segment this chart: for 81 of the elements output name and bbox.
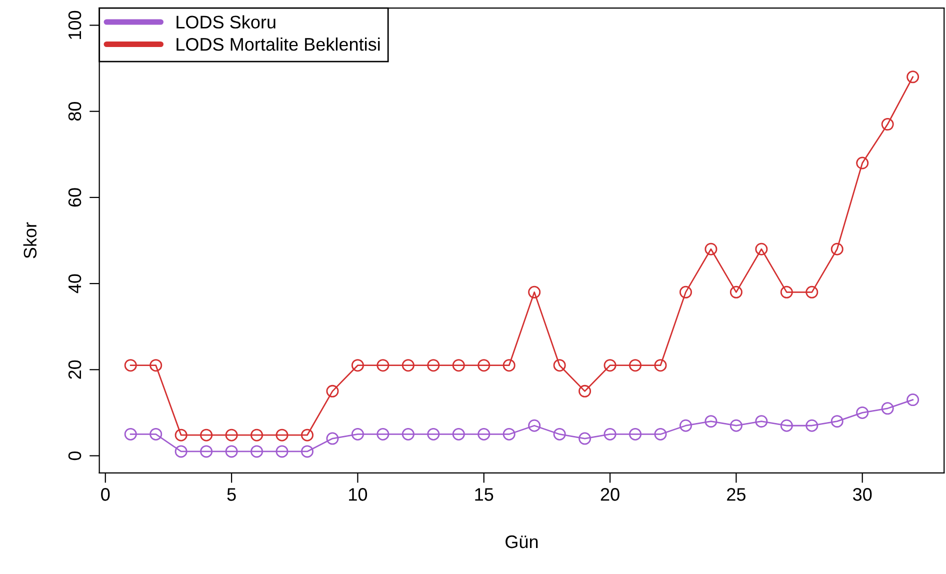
point	[679, 419, 692, 432]
y-tick-label: 0	[68, 451, 82, 460]
point	[704, 415, 718, 428]
point	[225, 445, 238, 458]
point	[806, 419, 818, 432]
point	[326, 432, 339, 445]
point	[629, 359, 642, 372]
point	[906, 70, 920, 84]
point	[502, 359, 516, 372]
point	[478, 428, 490, 440]
point	[755, 415, 768, 428]
point	[755, 242, 768, 256]
x-tick-label: 15	[475, 488, 494, 501]
point	[300, 445, 314, 458]
point	[528, 419, 541, 432]
x-tick-label: 20	[600, 488, 620, 501]
point	[906, 394, 920, 406]
point	[150, 428, 162, 440]
point	[200, 445, 213, 458]
point	[881, 402, 894, 415]
point	[604, 428, 616, 440]
y-tick-label: 40	[68, 274, 82, 294]
x-tick-label: 5	[227, 488, 236, 501]
point	[604, 359, 616, 372]
point	[780, 286, 793, 298]
point	[452, 359, 465, 372]
y-tick-label: 100	[68, 10, 82, 39]
point	[830, 242, 844, 256]
x-tick-label: 30	[853, 488, 872, 501]
point	[578, 384, 592, 398]
point	[376, 359, 390, 372]
point	[553, 428, 566, 440]
point	[174, 445, 188, 458]
point	[276, 445, 288, 458]
point	[553, 359, 566, 372]
point	[351, 359, 364, 372]
x-axis-title: Gün	[506, 535, 538, 548]
point	[478, 359, 490, 372]
legend-label: LODS Mortalite Beklentisi	[176, 38, 380, 51]
y-tick-label: 80	[68, 102, 82, 121]
point	[174, 428, 188, 442]
point	[578, 432, 592, 445]
point	[326, 384, 339, 398]
point	[881, 118, 894, 131]
point	[679, 286, 692, 298]
point	[629, 428, 642, 440]
point	[452, 428, 465, 440]
x-tick-label: 0	[101, 488, 110, 501]
point	[502, 428, 516, 440]
point	[830, 415, 844, 428]
point	[856, 156, 869, 170]
point	[250, 428, 264, 442]
y-axis-title: Skor	[23, 222, 37, 258]
point	[124, 428, 137, 440]
point	[150, 359, 162, 372]
point	[427, 428, 440, 440]
point	[225, 428, 238, 442]
point	[780, 419, 793, 432]
x-tick-label: 10	[349, 488, 368, 501]
point	[250, 445, 264, 458]
y-tick-label: 60	[68, 188, 82, 207]
point	[856, 406, 869, 419]
point	[654, 359, 667, 372]
x-tick-label: 25	[727, 488, 746, 501]
point	[704, 242, 718, 256]
point	[351, 428, 364, 440]
point	[806, 286, 818, 298]
point	[730, 286, 742, 298]
point	[276, 428, 288, 442]
point	[300, 428, 314, 442]
y-tick-label: 20	[68, 360, 82, 379]
point	[427, 359, 440, 372]
point	[200, 428, 213, 442]
point	[124, 359, 137, 372]
legend-label: LODS Skoru	[176, 15, 276, 29]
point	[528, 286, 541, 298]
point	[402, 359, 414, 372]
point	[402, 428, 414, 440]
point	[376, 428, 390, 440]
point	[730, 419, 742, 432]
point	[654, 428, 667, 440]
